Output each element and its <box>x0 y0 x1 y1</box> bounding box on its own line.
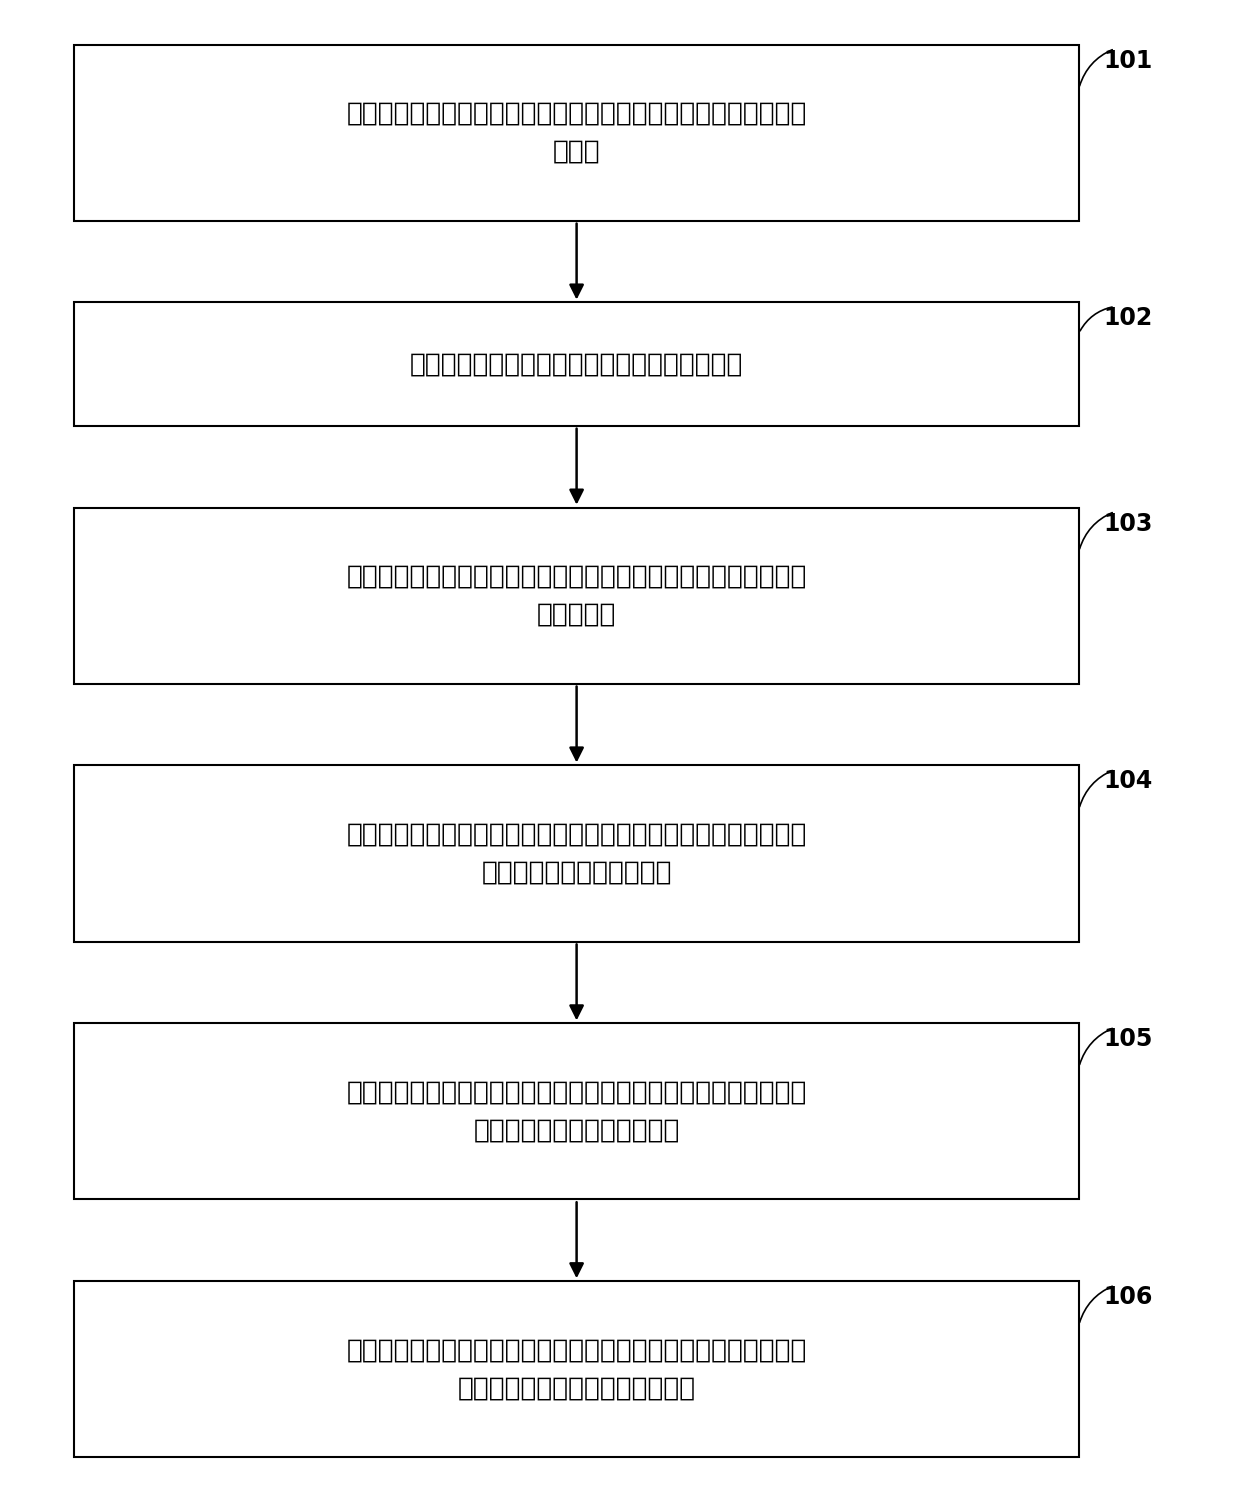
Text: 104: 104 <box>1104 769 1152 794</box>
Text: 101: 101 <box>1104 49 1152 73</box>
Text: 根据所述最佳空间范围，获取有害化学残留的特征波数处的拉曼空
间扩散轮廓: 根据所述最佳空间范围，获取有害化学残留的特征波数处的拉曼空 间扩散轮廓 <box>346 564 807 628</box>
Text: 102: 102 <box>1104 306 1152 330</box>
Bar <box>74 507 1079 684</box>
Text: 采用多元变量建模方法，建立用于表征所述特征参数与肉品有害化
学残留的定量关系的预测模型: 采用多元变量建模方法，建立用于表征所述特征参数与肉品有害化 学残留的定量关系的预… <box>346 1080 807 1144</box>
Bar <box>74 45 1079 220</box>
Text: 获取待测肉品的空间扩散拉曼光谱图像，并根据所述预测模型对待
测肉品中的有害化学残留进行检测: 获取待测肉品的空间扩散拉曼光谱图像，并根据所述预测模型对待 测肉品中的有害化学残… <box>346 1337 807 1401</box>
Bar <box>74 766 1079 941</box>
Text: 105: 105 <box>1104 1028 1152 1051</box>
Text: 对有害化学残留的各特征波数处的拉曼空间扩散轮廓进行拟合，获
取拉曼空间扩散的特征参数: 对有害化学残留的各特征波数处的拉曼空间扩散轮廓进行拟合，获 取拉曼空间扩散的特征… <box>346 821 807 885</box>
Bar <box>74 1023 1079 1200</box>
Bar <box>74 1282 1079 1457</box>
Text: 103: 103 <box>1104 512 1152 535</box>
Text: 106: 106 <box>1104 1285 1152 1309</box>
Bar <box>74 302 1079 425</box>
Text: 采集含有不同含量有害化学残留的待测肉品样品的空间扩散拉曼光
谱图像: 采集含有不同含量有害化学残留的待测肉品样品的空间扩散拉曼光 谱图像 <box>346 101 807 165</box>
Text: 确定所述空间扩散拉曼光谱图像的最佳空间范围: 确定所述空间扩散拉曼光谱图像的最佳空间范围 <box>410 351 743 378</box>
